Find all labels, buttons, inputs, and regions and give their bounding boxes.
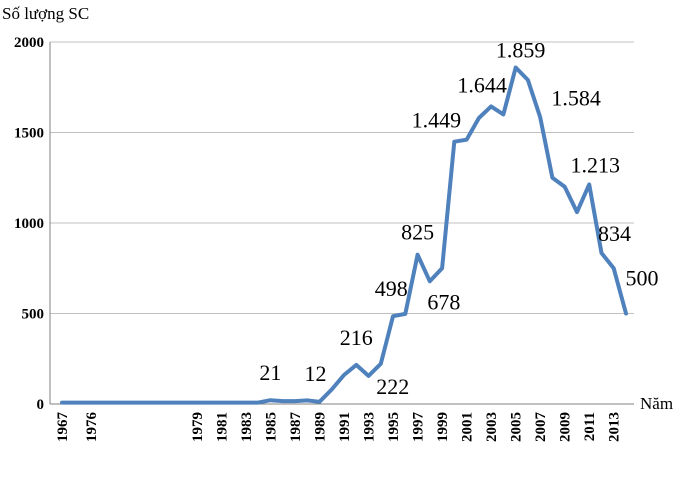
x-tick-label: 1987	[288, 412, 304, 443]
data-label: 1.584	[551, 85, 601, 110]
data-label: 1.449	[412, 108, 462, 133]
x-tick-label: 2011	[582, 412, 598, 441]
x-tick-label: 1999	[435, 412, 451, 442]
data-label: 21	[259, 360, 281, 385]
y-tick-label: 0	[37, 397, 45, 413]
y-axis-label: Số lượng SC	[2, 4, 89, 23]
y-tick-label: 500	[22, 307, 45, 323]
x-axis-label: Năm	[640, 394, 673, 413]
data-label: 1.859	[496, 38, 546, 63]
x-tick-label: 1976	[84, 412, 100, 443]
x-tick-label: 2013	[607, 412, 623, 442]
x-tick-label: 1995	[386, 412, 402, 442]
x-tick-label: 2003	[484, 412, 500, 442]
data-label: 500	[626, 266, 659, 291]
data-label: 678	[427, 289, 460, 314]
x-tick-label: 2005	[509, 412, 525, 442]
data-label: 1.213	[570, 152, 620, 177]
x-tick-label: 1981	[214, 412, 230, 442]
data-label: 825	[401, 220, 434, 245]
data-label: 1.644	[457, 72, 507, 97]
data-label: 834	[598, 221, 631, 246]
series-line	[60, 65, 628, 405]
data-label: 216	[340, 325, 373, 350]
y-tick-label: 2000	[14, 35, 44, 51]
x-tick-label: 2001	[460, 412, 476, 442]
y-tick-label: 1000	[14, 216, 44, 232]
x-tick-label: 1989	[312, 412, 328, 442]
x-tick-label: 2009	[558, 412, 574, 442]
data-label: 222	[376, 374, 409, 399]
x-tick-label: 1967	[55, 412, 71, 443]
x-tick-label: 1983	[239, 412, 255, 442]
x-tick-label: 1993	[362, 412, 378, 442]
x-tick-label: 1997	[411, 412, 427, 443]
x-tick-label: 1991	[337, 412, 353, 442]
x-tick-label: 2007	[533, 412, 549, 443]
y-tick-label: 1500	[14, 126, 44, 142]
x-tick-label: 1985	[263, 412, 279, 442]
x-tick-label: 1979	[190, 412, 206, 442]
data-label: 498	[375, 276, 408, 301]
data-label: 12	[304, 361, 326, 386]
